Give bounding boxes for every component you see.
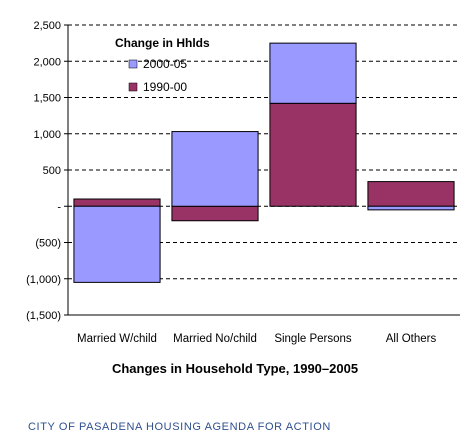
y-tick-label: 1,500 — [33, 93, 61, 105]
x-tick-label: All Others — [386, 333, 437, 345]
x-tick-label: Married No/child — [173, 333, 257, 345]
bar-1990-00 — [73, 198, 161, 207]
x-tick-label: Single Persons — [274, 333, 352, 345]
bar-2000-05 — [171, 131, 259, 207]
y-tick-label: - — [57, 201, 61, 213]
bar-1990-00 — [171, 205, 259, 222]
y-tick-label: (500) — [35, 238, 61, 250]
y-tick-label: 2,000 — [33, 56, 61, 68]
y-tick-label: (1,500) — [26, 310, 61, 322]
bar-2000-05 — [73, 205, 161, 283]
chart-title: Changes in Household Type, 1990–2005 — [111, 361, 359, 376]
legend-swatch-1990-00 — [128, 82, 138, 92]
legend-label-2000-05: 2000-05 — [143, 57, 187, 71]
bar-1990-00 — [367, 181, 455, 207]
household-change-chart: (1,500) (1,000) (500) - 500 1,000 1,500 2,000 2,… — [26, 20, 460, 345]
legend-swatch-2000-05 — [128, 59, 138, 69]
y-tick-label: (1,000) — [26, 274, 61, 286]
x-tick-label: Married W/child — [77, 333, 157, 345]
y-tick-label: 1,000 — [33, 129, 61, 141]
bar-1990-00 — [269, 102, 357, 207]
bar-2000-05 — [269, 42, 357, 104]
y-tick-label: 500 — [43, 165, 61, 177]
y-tick-label: 2,500 — [33, 20, 61, 32]
bar-2000-05 — [367, 205, 455, 211]
legend-title: Change in Hhlds — [115, 36, 210, 50]
footer-caption: CITY OF PASADENA HOUSING AGENDA FOR ACTI… — [28, 421, 331, 433]
legend-label-1990-00: 1990-00 — [143, 80, 187, 94]
